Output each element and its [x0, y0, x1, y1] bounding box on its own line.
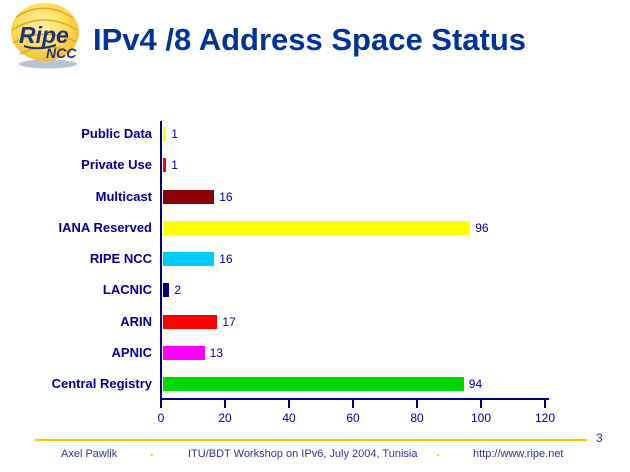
category-label: Private Use: [81, 157, 152, 173]
bar-value-label: 13: [209, 345, 223, 360]
category-label: LACNIC: [102, 282, 152, 298]
bar-apnic: [163, 345, 205, 360]
chart-row: Multicast 16: [0, 188, 630, 204]
x-axis-tick-label: 120: [534, 411, 556, 425]
x-axis-tick: [160, 400, 162, 408]
x-axis-tick: [480, 400, 482, 408]
bar-private-use: [163, 158, 167, 173]
chart-row: ARIN 17: [0, 313, 630, 329]
bar-arin: [163, 314, 218, 329]
category-label: APNIC: [111, 344, 152, 360]
bar-value-label: 16: [219, 252, 233, 266]
category-label: Multicast: [95, 188, 152, 204]
footer-divider-line: [35, 439, 587, 441]
bar-iana-reserved: [163, 220, 471, 235]
bar-ripe-ncc: [163, 252, 215, 266]
x-axis-tick: [288, 400, 290, 408]
page-title: IPv4 /8 Address Space Status: [93, 22, 527, 57]
x-axis-tick: [416, 400, 418, 408]
category-label: Central Registry: [51, 376, 152, 391]
logo-ripe-text: Ripe: [19, 22, 69, 48]
bar-central-registry: [163, 377, 464, 391]
bar-value-label: 17: [222, 314, 236, 329]
bar-value-label: 16: [219, 189, 233, 204]
chart-row: LACNIC 2: [0, 282, 630, 298]
chart-row: RIPE NCC 16: [0, 252, 630, 266]
category-label: RIPE NCC: [89, 251, 152, 266]
ripe-ncc-logo: Ripe NCC: [4, 1, 94, 71]
bar-lacnic: [163, 283, 170, 298]
bar-value-label: 96: [475, 220, 489, 235]
x-axis-tick: [352, 400, 354, 408]
x-axis-tick: [224, 400, 226, 408]
x-axis-tick-label: 20: [218, 411, 232, 425]
category-label: Public Data: [81, 126, 152, 141]
x-axis-line: [160, 398, 549, 400]
page-number: 3: [596, 431, 603, 445]
x-axis-tick-label: 80: [410, 411, 424, 425]
x-axis-tick-label: 100: [470, 411, 492, 425]
ripe-ncc-logo-icon: Ripe NCC: [11, 3, 79, 69]
chart-row: Private Use 1: [0, 157, 630, 173]
chart-row: APNIC 13: [0, 344, 630, 360]
bar-public-data: [163, 127, 167, 141]
x-axis-tick-label: 0: [157, 411, 165, 425]
x-axis-tick-label: 40: [282, 411, 296, 425]
chart-row: Public Data 1: [0, 127, 630, 141]
y-axis-line: [160, 121, 162, 400]
footer-url: http://www.ripe.net: [473, 448, 564, 460]
bar-multicast: [163, 189, 215, 204]
chart-row: IANA Reserved 96: [0, 219, 630, 235]
bar-value-label: 1: [171, 127, 178, 141]
category-label: IANA Reserved: [58, 219, 152, 235]
bar-value-label: 94: [468, 377, 483, 391]
chart-row: Central Registry 94: [0, 377, 630, 391]
bar-value-label: 1: [171, 158, 178, 173]
bar-chart: Public Data 1 Private Use 1 Multicast 16 IANA …: [0, 115, 630, 445]
category-label: ARIN: [120, 313, 152, 329]
footer-separator-dot: .: [150, 444, 154, 459]
footer-author: Axel Pawlik: [61, 448, 118, 460]
bar-value-label: 2: [174, 283, 182, 298]
footer-separator-dot: .: [436, 444, 440, 459]
x-axis-tick: [544, 400, 546, 408]
logo-ncc-text: NCC: [46, 45, 77, 61]
x-axis-tick-label: 60: [346, 411, 360, 425]
footer-event: ITU/BDT Workshop on IPv6, July 2004, Tun…: [188, 448, 418, 460]
